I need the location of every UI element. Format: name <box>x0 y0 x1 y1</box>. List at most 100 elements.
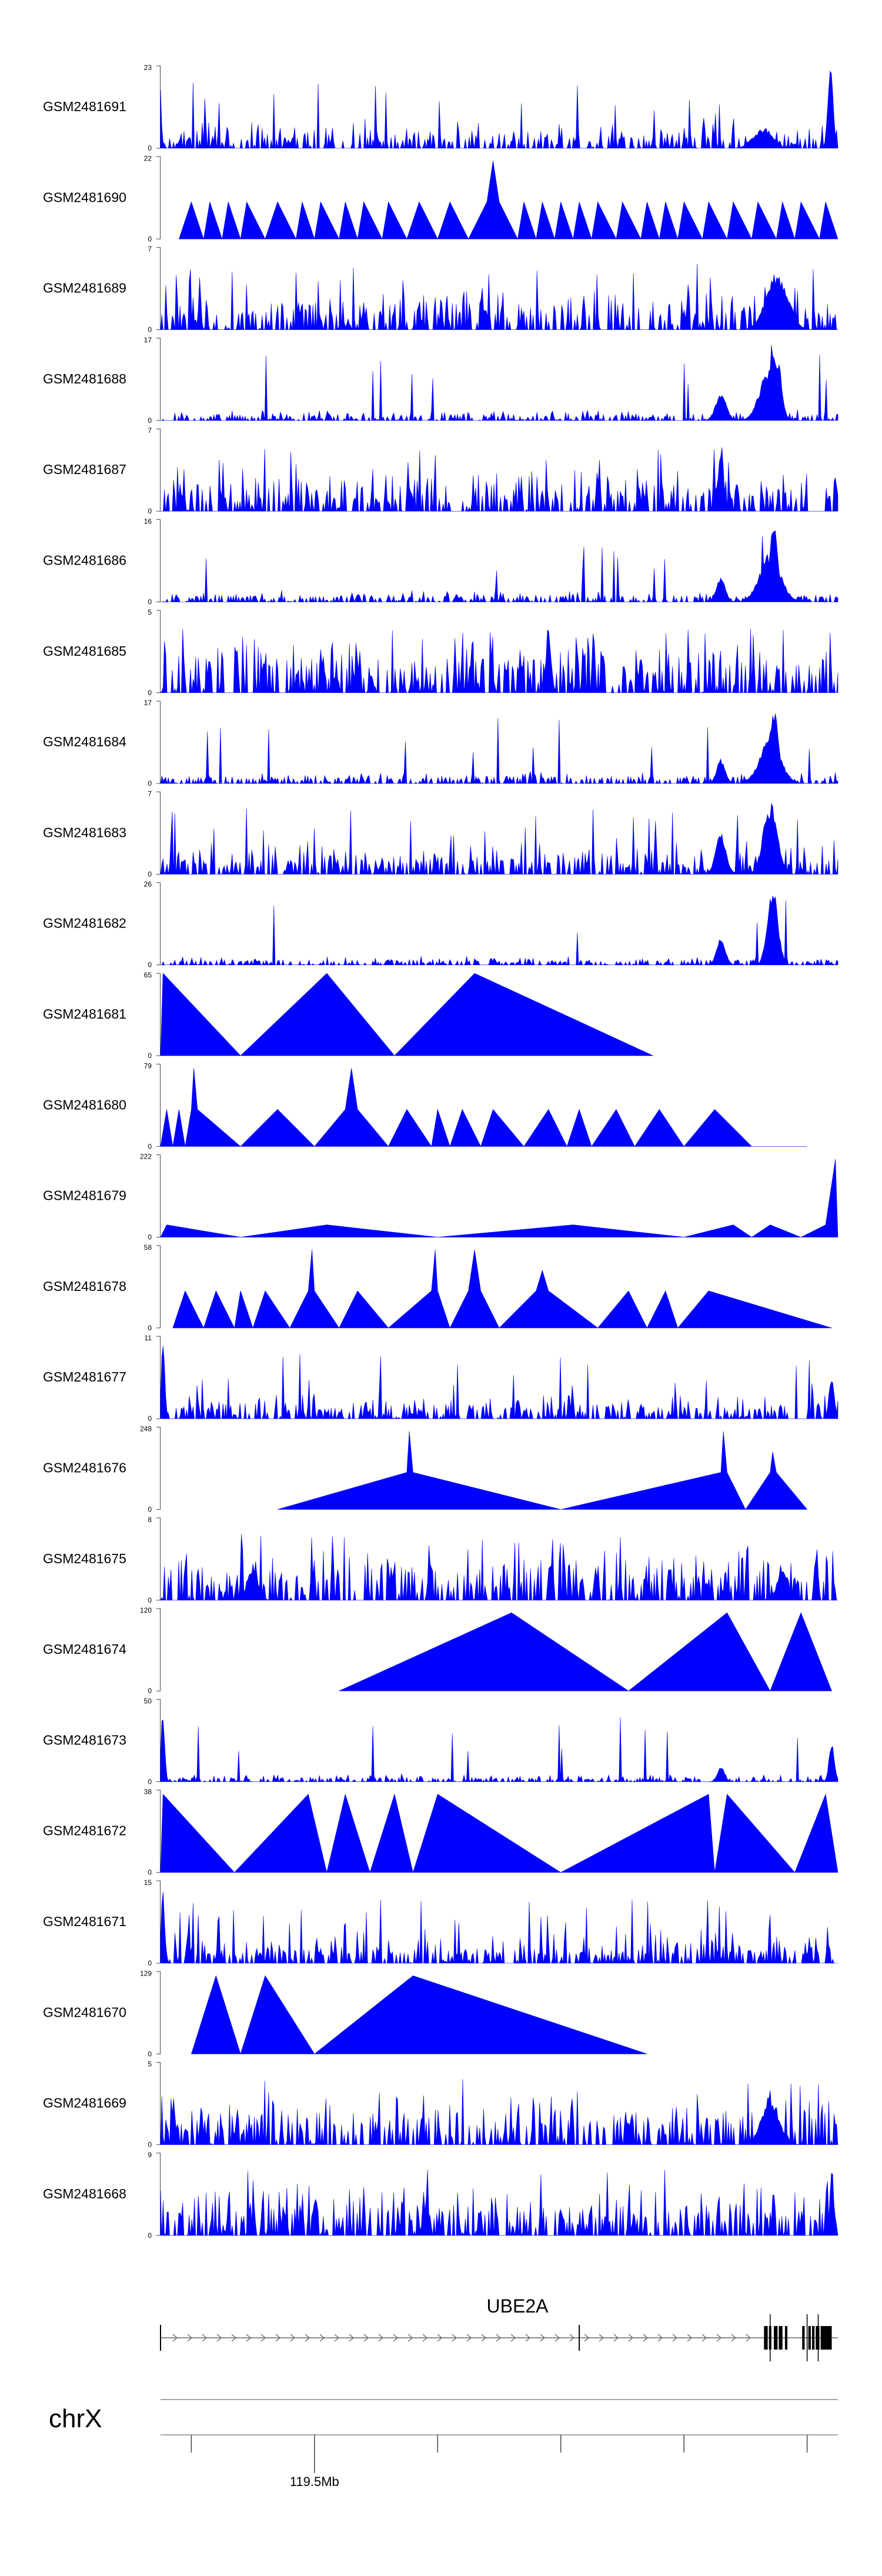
strand-arrow <box>584 2334 589 2342</box>
y-axis-max-label: 5 <box>148 608 152 616</box>
y-axis-min-label: 0 <box>148 870 152 878</box>
signal-area <box>160 71 838 149</box>
track-GSM2481673: GSM2481673 50 0 <box>43 1697 838 1786</box>
y-axis-min-label: 0 <box>148 1052 152 1060</box>
track-label: GSM2481673 <box>43 1732 126 1747</box>
y-axis-max-label: 8 <box>148 1516 152 1524</box>
signal-area <box>160 1068 807 1147</box>
strand-arrow <box>657 2334 663 2342</box>
y-axis-max-label: 65 <box>144 971 152 979</box>
signal-area <box>160 713 838 785</box>
y-axis-max-label: 16 <box>144 518 152 526</box>
track-GSM2481683: GSM2481683 7 0 <box>43 789 838 878</box>
strand-arrow <box>701 2334 707 2342</box>
exon <box>816 2326 820 2350</box>
track-GSM2481685: GSM2481685 5 0 <box>43 608 838 697</box>
y-axis-min-label: 0 <box>148 235 152 243</box>
exon <box>808 2326 811 2350</box>
signal-area <box>161 345 838 422</box>
signal-area <box>160 629 838 693</box>
signal-area <box>160 1717 838 1783</box>
strand-arrow <box>613 2334 619 2342</box>
y-axis-min-label: 0 <box>148 779 152 788</box>
signal-area <box>160 1534 838 1601</box>
y-axis-max-label: 7 <box>148 245 152 253</box>
track-GSM2481678: GSM2481678 58 0 <box>43 1243 832 1332</box>
track-label: GSM2481685 <box>43 643 126 659</box>
strand-arrow <box>319 2334 325 2342</box>
signal-area <box>160 973 653 1056</box>
track-GSM2481690: GSM2481690 22 0 <box>43 154 838 243</box>
axis-tick-label: 119.5Mb <box>290 2474 339 2489</box>
strand-arrow <box>437 2334 442 2342</box>
signal-area <box>178 161 838 240</box>
y-axis-min-label: 0 <box>148 1324 152 1332</box>
exon <box>784 2326 788 2350</box>
strand-arrow <box>525 2334 530 2342</box>
strand-arrow <box>569 2334 574 2342</box>
y-axis-max-label: 17 <box>144 699 152 707</box>
y-axis-max-label: 5 <box>148 2060 152 2068</box>
track-label: GSM2481675 <box>43 1551 126 1566</box>
track-label: GSM2481671 <box>43 1914 126 1929</box>
y-axis-max-label: 7 <box>148 789 152 798</box>
track-label: GSM2481687 <box>43 462 126 477</box>
strand-arrow <box>231 2334 236 2342</box>
y-axis-min-label: 0 <box>148 2050 152 2058</box>
signal-area <box>160 263 838 331</box>
y-axis-min-label: 0 <box>148 416 152 425</box>
exon <box>779 2326 783 2350</box>
track-GSM2481682: GSM2481682 26 0 <box>43 880 838 969</box>
y-axis-min-label: 0 <box>148 507 152 515</box>
track-GSM2481681: GSM2481681 65 0 <box>43 971 653 1060</box>
track-label: GSM2481672 <box>43 1823 126 1838</box>
y-axis-max-label: 38 <box>144 1788 152 1796</box>
signal-area <box>339 1612 832 1691</box>
genome-axis: chrX 119.5Mb <box>49 2399 838 2489</box>
track-GSM2481671: GSM2481671 15 0 <box>43 1878 838 1967</box>
y-axis-min-label: 0 <box>148 1142 152 1150</box>
y-axis-max-label: 7 <box>148 426 152 435</box>
strand-arrow <box>216 2334 222 2342</box>
strand-arrow <box>187 2334 192 2342</box>
strand-arrow <box>496 2334 501 2342</box>
strand-arrow <box>246 2334 251 2342</box>
exon <box>802 2326 805 2350</box>
strand-arrow <box>407 2334 413 2342</box>
gene-name-label: UBE2A <box>487 2295 549 2317</box>
signal-area <box>161 530 838 603</box>
track-GSM2481677: GSM2481677 11 0 <box>43 1334 838 1423</box>
y-axis-max-label: 120 <box>140 1606 152 1614</box>
y-axis-max-label: 22 <box>144 154 152 162</box>
y-axis-min-label: 0 <box>148 689 152 697</box>
track-label: GSM2481686 <box>43 553 126 568</box>
track-GSM2481676: GSM2481676 248 0 <box>43 1425 808 1514</box>
strand-arrow <box>466 2334 472 2342</box>
y-axis-min-label: 0 <box>148 598 152 606</box>
track-GSM2481669: GSM2481669 5 0 <box>43 2060 838 2149</box>
signal-area <box>277 1431 808 1510</box>
y-axis-min-label: 0 <box>148 1233 152 1242</box>
strand-arrow <box>393 2334 398 2342</box>
track-GSM2481675: GSM2481675 8 0 <box>43 1516 838 1604</box>
strand-arrow <box>643 2334 648 2342</box>
y-axis-max-label: 15 <box>144 1878 152 1887</box>
track-label: GSM2481668 <box>43 2186 126 2201</box>
strand-arrow <box>599 2334 604 2342</box>
y-axis-min-label: 0 <box>148 1506 152 1514</box>
y-axis-min-label: 0 <box>148 1596 152 1604</box>
y-axis-max-label: 26 <box>144 880 152 889</box>
signal-area <box>160 2079 838 2145</box>
track-GSM2481689: GSM2481689 7 0 <box>43 245 838 334</box>
y-axis-max-label: 222 <box>140 1153 152 1161</box>
strand-arrow <box>452 2334 457 2342</box>
track-GSM2481688: GSM2481688 17 0 <box>43 336 838 425</box>
signal-area <box>160 1891 838 1964</box>
track-label: GSM2481682 <box>43 916 126 931</box>
track-label: GSM2481670 <box>43 2004 126 2020</box>
y-axis-max-label: 79 <box>144 1062 152 1070</box>
strand-arrow <box>672 2334 677 2342</box>
y-axis-max-label: 23 <box>144 64 152 72</box>
strand-arrow <box>540 2334 545 2342</box>
track-label: GSM2481681 <box>43 1006 126 1022</box>
